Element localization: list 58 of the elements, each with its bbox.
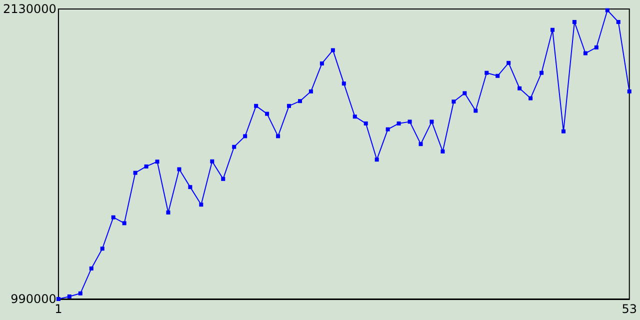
point <box>386 127 390 132</box>
y-tick-label: 990000 <box>10 292 56 306</box>
point <box>210 159 214 164</box>
point <box>243 134 248 138</box>
point <box>122 221 126 226</box>
point <box>616 20 620 24</box>
point <box>320 61 324 66</box>
point <box>484 70 489 75</box>
point <box>418 142 423 146</box>
point <box>474 108 478 113</box>
point <box>166 210 170 215</box>
point <box>133 170 138 175</box>
point <box>440 149 445 154</box>
point <box>452 100 456 104</box>
point <box>540 70 544 75</box>
point <box>56 297 60 301</box>
point <box>89 266 94 270</box>
y-tick-label: 2130000 <box>2 2 56 16</box>
point <box>396 121 401 126</box>
point <box>298 99 302 104</box>
line-series <box>56 8 632 301</box>
point <box>287 104 292 108</box>
point <box>221 176 226 181</box>
point <box>155 160 160 164</box>
x-tick-label: 53 <box>622 302 638 316</box>
point <box>100 246 104 251</box>
point <box>67 294 72 298</box>
x-tick-label: 1 <box>54 302 62 316</box>
point <box>177 167 182 172</box>
point <box>308 89 313 94</box>
point <box>111 215 116 220</box>
point <box>232 144 236 149</box>
point <box>572 20 576 24</box>
point <box>408 120 412 124</box>
point <box>430 120 434 124</box>
point <box>506 60 511 65</box>
point <box>528 96 533 100</box>
point <box>254 104 258 108</box>
point <box>594 45 598 50</box>
point <box>352 114 357 119</box>
point <box>561 129 566 134</box>
point <box>144 164 148 168</box>
point <box>496 74 500 78</box>
point <box>518 86 522 90</box>
point <box>265 112 270 116</box>
point <box>605 8 610 12</box>
point <box>550 28 555 32</box>
point <box>188 185 192 190</box>
point <box>364 121 368 126</box>
point <box>342 82 346 86</box>
point <box>330 48 335 52</box>
point <box>199 202 204 207</box>
point <box>78 291 82 296</box>
point <box>627 89 632 94</box>
point <box>374 158 379 162</box>
point <box>462 91 467 96</box>
point <box>276 134 280 138</box>
point <box>583 51 588 56</box>
